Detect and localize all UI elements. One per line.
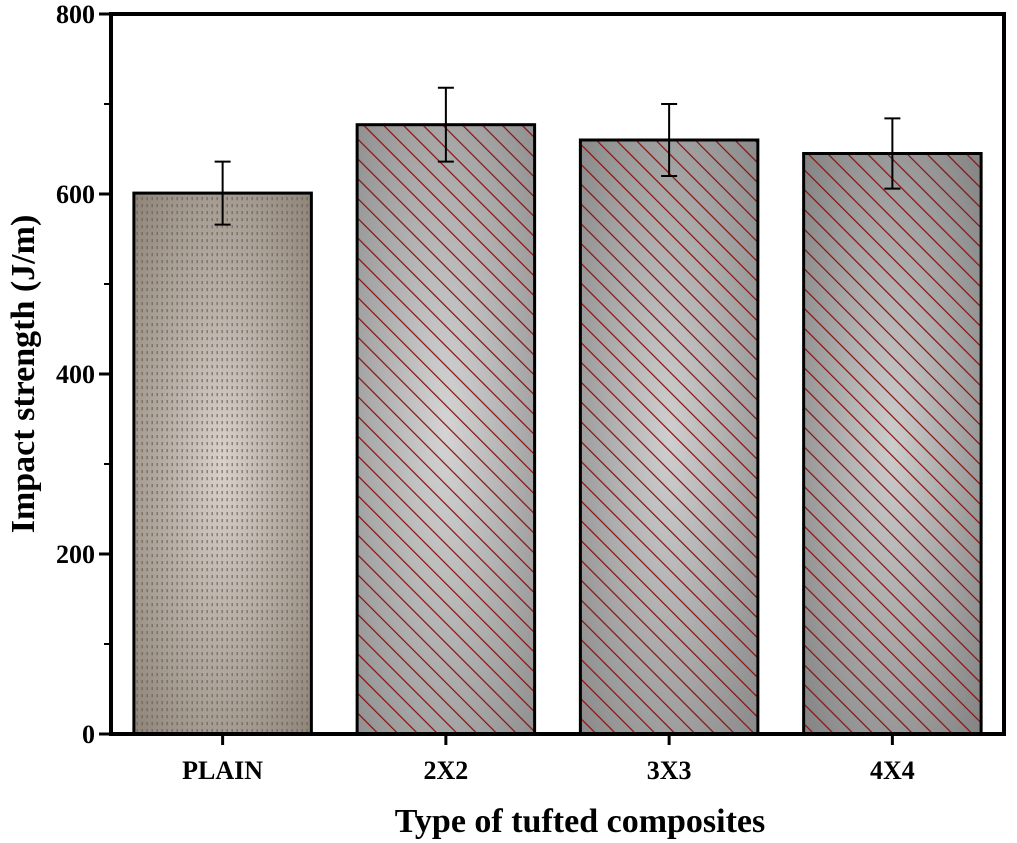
y-tick-label: 800 [56,0,95,29]
y-axis: 0 200 400 600 800 [56,0,111,749]
bar-pattern [580,140,758,734]
bar-pattern [357,124,535,734]
error-bar-3x3 [661,103,678,177]
x-tick-label: 4X4 [870,756,915,785]
bar-3x3 [578,138,760,736]
bar-pattern [803,153,982,734]
bar-2x2 [355,123,537,736]
y-tick-label: 0 [82,720,95,749]
bars-layer [132,123,983,736]
error-bar-4x4 [884,117,901,190]
x-tick-label: PLAIN [182,756,263,785]
y-axis-title: Impact strength (J/m) [5,215,42,534]
bar-pattern [133,193,312,735]
error-bars-layer [214,86,901,226]
x-tick-label: 2X2 [423,756,468,785]
x-axis: PLAIN 2X2 3X3 4X4 [182,734,915,785]
error-bar-2x2 [437,86,454,163]
y-tick-label: 200 [56,540,95,569]
bar-4x4 [802,152,983,736]
y-tick-label: 600 [56,180,95,209]
x-tick-label: 3X3 [647,756,692,785]
error-bar-plain [214,160,231,226]
bar-plain [132,191,313,736]
y-tick-label: 400 [56,360,95,389]
x-axis-title: Type of tufted composites [395,803,766,840]
